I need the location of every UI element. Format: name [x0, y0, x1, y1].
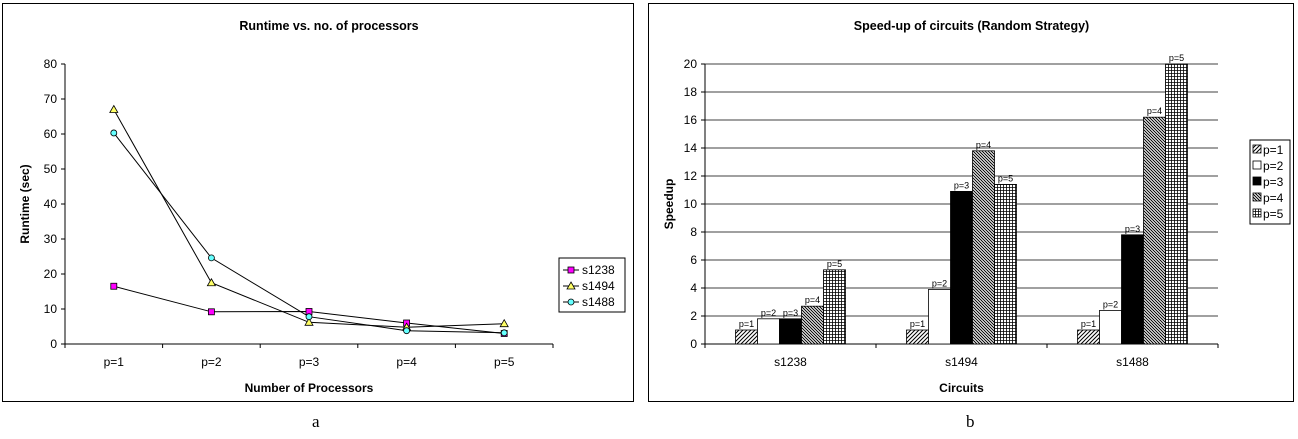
bar-s1488-p=5	[1166, 64, 1188, 344]
bar-s1494-p=2	[929, 289, 951, 344]
legend-label: p=3	[1263, 175, 1284, 189]
y-tick-label: 4	[690, 281, 697, 295]
bar-data-label: p=4	[976, 140, 991, 150]
bar-s1238-p=3	[780, 319, 802, 344]
series-line-s1494	[114, 110, 504, 328]
series-line-s1488	[114, 133, 504, 333]
caption-a: a	[312, 412, 320, 432]
runtime-chart: Runtime vs. no. of processors 0 10 20 30 40 50…	[3, 4, 635, 403]
bar-s1238-p=5	[824, 270, 846, 344]
bar-s1494-p=1	[907, 330, 929, 344]
point-s1488	[306, 314, 312, 320]
x-tick-label: p=5	[494, 355, 515, 369]
x-tick-label: s1488	[1116, 355, 1149, 369]
y-tick-label: 0	[50, 337, 57, 351]
y-tick-label: 2	[690, 309, 697, 323]
legend-marker-s1488	[568, 299, 574, 305]
bar-s1488-p=3	[1122, 235, 1144, 344]
legend-swatch-p=1	[1253, 145, 1261, 153]
bar-s1494-p=5	[995, 184, 1017, 344]
x-tick-label: s1494	[945, 355, 978, 369]
legend-swatch-p=2	[1253, 161, 1261, 169]
y-axis-title: Runtime (sec)	[18, 164, 32, 243]
x-tick-label: p=3	[299, 355, 320, 369]
x-tick-label: p=2	[201, 355, 222, 369]
legend-label: s1238	[582, 263, 615, 277]
bar-data-label: p=2	[932, 278, 947, 288]
bar-data-label: p=2	[761, 308, 776, 318]
bar-s1488-p=1	[1078, 330, 1100, 344]
point-s1238	[111, 283, 117, 289]
legend-swatch-p=4	[1253, 193, 1261, 201]
y-tick-label: 20	[684, 57, 698, 71]
point-s1238	[208, 309, 214, 315]
bar-data-label: p=1	[1081, 319, 1096, 329]
bar-data-label: p=5	[827, 259, 842, 269]
y-tick-label: 14	[684, 141, 698, 155]
y-tick-label: 70	[44, 92, 58, 106]
y-tick-label: 40	[44, 197, 58, 211]
speedup-chart: Speed-up of circuits (Random Strategy) 0 2…	[649, 4, 1295, 403]
bar-data-label: p=3	[1125, 224, 1140, 234]
bar-s1488-p=2	[1100, 310, 1122, 344]
point-s1488	[501, 330, 507, 336]
legend-label: s1494	[582, 279, 615, 293]
y-tick-label: 20	[44, 267, 58, 281]
y-tick-label: 0	[690, 337, 697, 351]
chart-title: Runtime vs. no. of processors	[239, 19, 418, 33]
chart-title: Speed-up of circuits (Random Strategy)	[854, 19, 1089, 33]
bar-data-label: p=4	[805, 295, 820, 305]
legend-marker-s1238	[568, 267, 574, 273]
point-s1494	[207, 279, 215, 286]
y-tick-label: 18	[684, 85, 698, 99]
y-tick-label: 6	[690, 253, 697, 267]
legend-label: p=5	[1263, 207, 1284, 221]
x-axis-title: Circuits	[939, 381, 984, 395]
bar-s1488-p=4	[1144, 117, 1166, 344]
bar-data-label: p=1	[910, 319, 925, 329]
bar-data-label: p=2	[1103, 299, 1118, 309]
y-axis-title: Speedup	[662, 179, 676, 230]
bar-s1238-p=4	[802, 306, 824, 344]
y-tick-label: 60	[44, 127, 58, 141]
legend-swatch-p=5	[1253, 209, 1261, 217]
bar-s1238-p=2	[758, 319, 780, 344]
caption-b: b	[966, 412, 975, 432]
y-tick-label: 16	[684, 113, 698, 127]
y-tick-label: 10	[684, 197, 698, 211]
bar-data-label: p=5	[1169, 53, 1184, 63]
bar-data-label: p=5	[998, 173, 1013, 183]
point-s1488	[404, 328, 410, 334]
x-tick-label: p=1	[104, 355, 125, 369]
bar-data-label: p=1	[739, 319, 754, 329]
x-axis-title: Number of Processors	[245, 381, 374, 395]
x-tick-label: p=4	[396, 355, 417, 369]
legend-swatch-p=3	[1253, 177, 1261, 185]
bar-data-label: p=3	[954, 180, 969, 190]
legend-label: p=1	[1263, 143, 1284, 157]
legend-label: p=2	[1263, 159, 1284, 173]
speedup-chart-panel: Speed-up of circuits (Random Strategy) 0 2…	[648, 3, 1294, 402]
bar-data-label: p=4	[1147, 106, 1162, 116]
point-s1488	[208, 255, 214, 261]
bar-s1494-p=3	[951, 191, 973, 344]
y-tick-label: 10	[44, 302, 58, 316]
y-tick-label: 80	[44, 57, 58, 71]
legend-label: p=4	[1263, 191, 1284, 205]
bar-s1238-p=1	[736, 330, 758, 344]
point-s1494	[500, 320, 508, 327]
point-s1494	[110, 106, 118, 113]
y-tick-label: 8	[690, 225, 697, 239]
y-tick-label: 50	[44, 162, 58, 176]
x-tick-label: s1238	[774, 355, 807, 369]
y-tick-label: 12	[684, 169, 698, 183]
legend-label: s1488	[582, 295, 615, 309]
y-tick-label: 30	[44, 232, 58, 246]
bar-data-label: p=3	[783, 308, 798, 318]
point-s1488	[111, 130, 117, 136]
runtime-chart-panel: Runtime vs. no. of processors 0 10 20 30 40 50…	[2, 3, 634, 402]
bar-s1494-p=4	[973, 151, 995, 344]
